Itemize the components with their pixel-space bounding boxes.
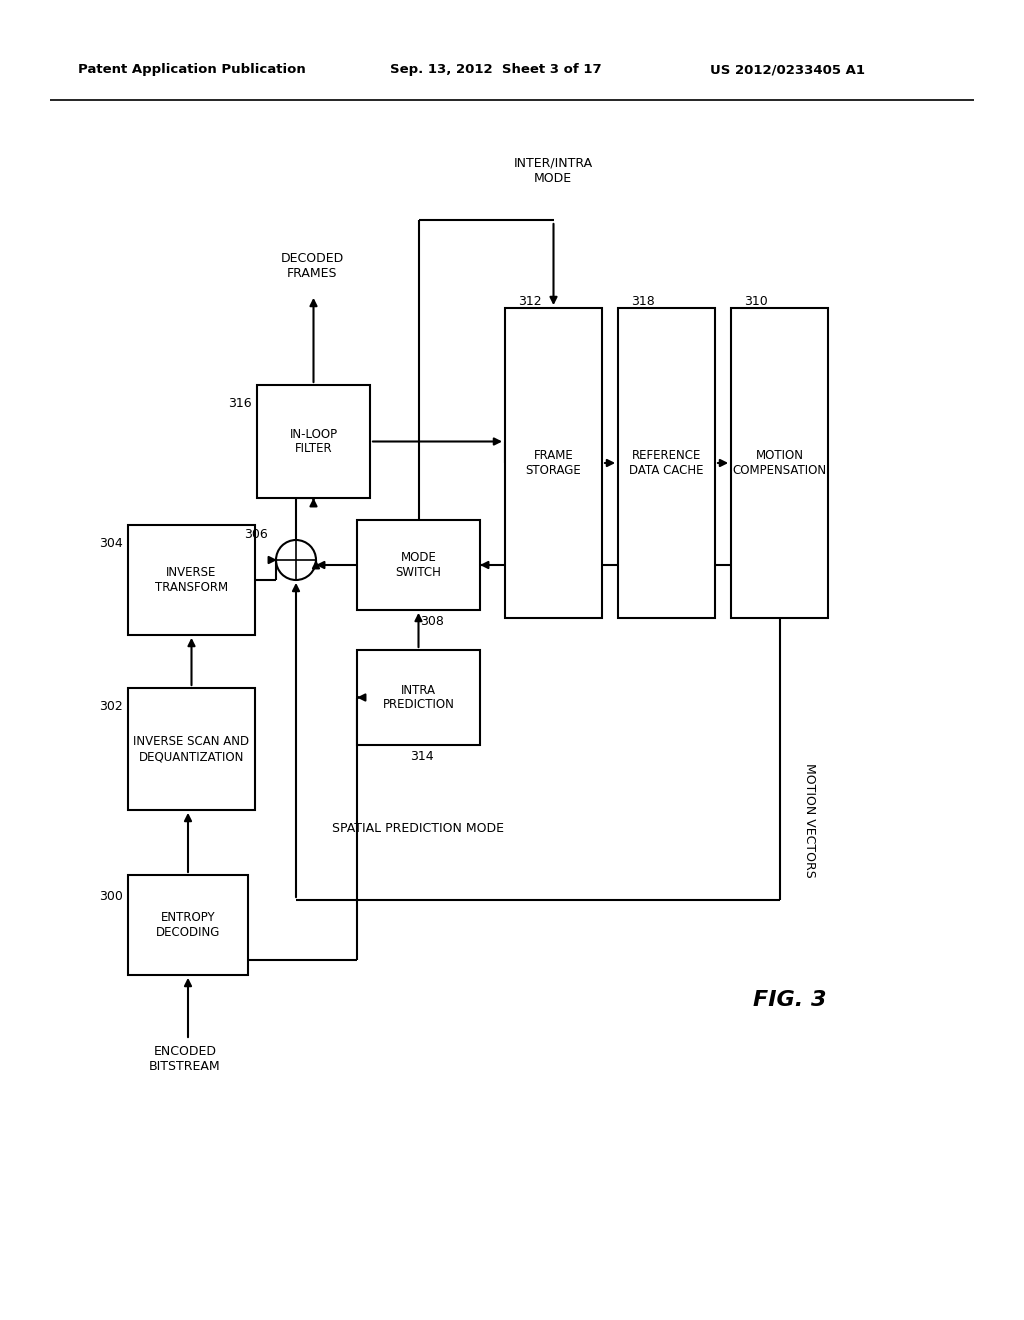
Text: 308: 308 — [420, 615, 443, 628]
Text: MOTION VECTORS: MOTION VECTORS — [804, 763, 816, 878]
Text: Sep. 13, 2012  Sheet 3 of 17: Sep. 13, 2012 Sheet 3 of 17 — [390, 63, 602, 77]
Text: FRAME
STORAGE: FRAME STORAGE — [525, 449, 582, 477]
Text: INTER/INTRA
MODE: INTER/INTRA MODE — [513, 157, 593, 185]
Text: MODE
SWITCH: MODE SWITCH — [395, 550, 441, 579]
Text: MOTION
COMPENSATION: MOTION COMPENSATION — [732, 449, 826, 477]
Text: 310: 310 — [744, 294, 768, 308]
Text: DECODED
FRAMES: DECODED FRAMES — [281, 252, 344, 280]
Text: ENCODED
BITSTREAM: ENCODED BITSTREAM — [150, 1045, 221, 1073]
Text: FIG. 3: FIG. 3 — [754, 990, 826, 1010]
Text: 304: 304 — [99, 537, 123, 550]
Text: INVERSE
TRANSFORM: INVERSE TRANSFORM — [155, 566, 228, 594]
Text: 312: 312 — [518, 294, 542, 308]
Bar — [128, 688, 255, 810]
Bar — [505, 308, 602, 618]
Text: SPATIAL PREDICTION MODE: SPATIAL PREDICTION MODE — [332, 821, 504, 834]
Text: INVERSE SCAN AND
DEQUANTIZATION: INVERSE SCAN AND DEQUANTIZATION — [133, 735, 250, 763]
Text: 302: 302 — [99, 700, 123, 713]
Text: 300: 300 — [99, 890, 123, 903]
Text: INTRA
PREDICTION: INTRA PREDICTION — [383, 684, 455, 711]
Bar — [357, 520, 480, 610]
Bar — [357, 649, 480, 744]
Bar — [618, 308, 715, 618]
Text: US 2012/0233405 A1: US 2012/0233405 A1 — [710, 63, 865, 77]
Text: IN-LOOP
FILTER: IN-LOOP FILTER — [290, 428, 338, 455]
Text: 316: 316 — [228, 397, 252, 411]
Bar — [257, 385, 370, 498]
Text: ENTROPY
DECODING: ENTROPY DECODING — [156, 911, 220, 939]
Text: 318: 318 — [631, 294, 655, 308]
Text: 314: 314 — [410, 750, 433, 763]
Bar — [128, 875, 248, 975]
Bar — [731, 308, 828, 618]
Text: Patent Application Publication: Patent Application Publication — [78, 63, 306, 77]
Text: 306: 306 — [245, 528, 268, 541]
Bar — [128, 525, 255, 635]
Text: REFERENCE
DATA CACHE: REFERENCE DATA CACHE — [630, 449, 703, 477]
